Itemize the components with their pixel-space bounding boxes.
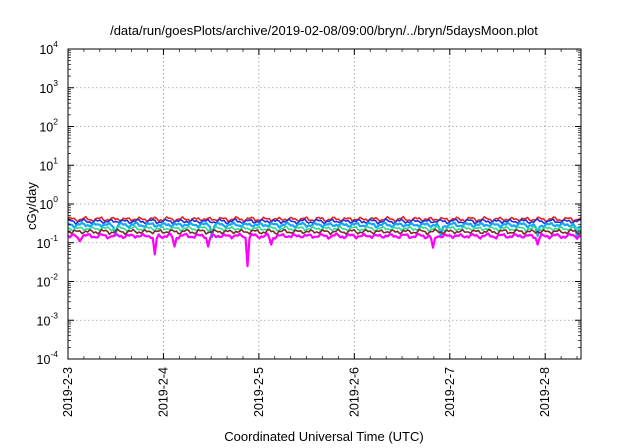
series-line xyxy=(67,215,582,223)
series-line xyxy=(67,225,582,233)
x-tick-label: 2019-2-4 xyxy=(156,367,170,417)
y-tick-label: 10-2 xyxy=(37,272,59,290)
y-tick-label: 103 xyxy=(39,78,58,96)
x-axis-label: Coordinated Universal Time (UTC) xyxy=(224,429,423,444)
x-tick-label: 2019-2-8 xyxy=(538,367,552,417)
y-tick-label: 102 xyxy=(39,117,58,135)
y-tick-label: 10-1 xyxy=(37,233,59,251)
y-tick-label: 10-4 xyxy=(37,349,59,367)
x-tick-label: 2019-2-7 xyxy=(443,367,457,417)
y-tick-label: 104 xyxy=(39,39,58,57)
y-axis: 10-4 10-3 10-2 10-1 100 101 102 103 104 xyxy=(37,39,581,367)
y-tick-label: 101 xyxy=(39,155,58,173)
x-tick-label: 2019-2-6 xyxy=(347,367,361,417)
x-tick-label: 2019-2-5 xyxy=(252,367,266,417)
y-tick-label: 100 xyxy=(39,194,58,212)
chart-title: /data/run/goesPlots/archive/2019-02-08/0… xyxy=(110,23,538,38)
series-line xyxy=(67,232,582,268)
x-tick-label: 2019-2-3 xyxy=(61,367,75,417)
series-layer xyxy=(67,215,582,268)
y-axis-label: cGy/day xyxy=(24,182,39,230)
series-line xyxy=(67,221,582,239)
series-line xyxy=(67,228,582,236)
y-tick-label: 10-3 xyxy=(37,310,59,328)
x-axis: 2019-2-3 2019-2-4 2019-2-5 2019-2-6 2019-2-7… xyxy=(61,49,578,417)
